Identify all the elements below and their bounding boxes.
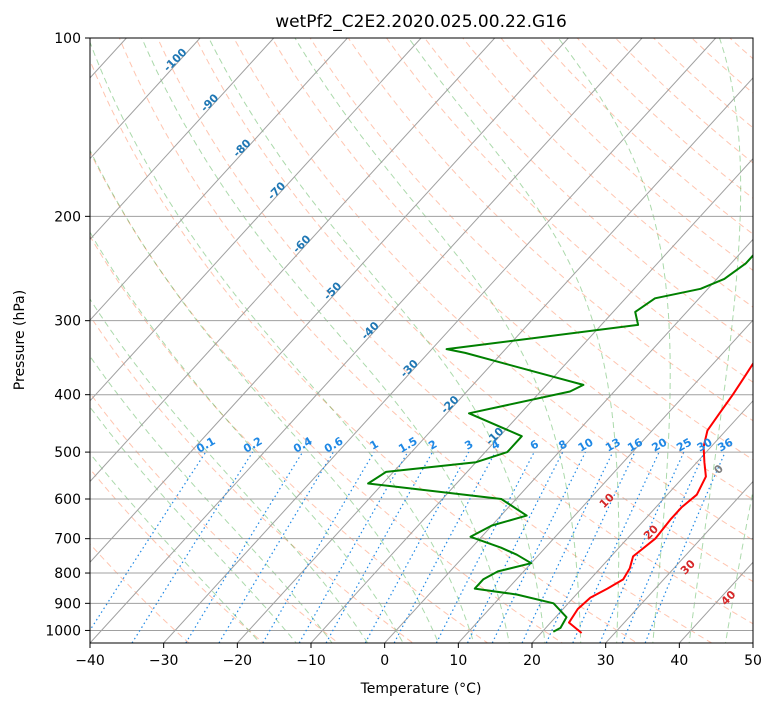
y-tick-label: 600 bbox=[54, 492, 81, 508]
x-axis-title: Temperature (°C) bbox=[360, 681, 482, 697]
x-tick-label: 40 bbox=[670, 653, 688, 669]
x-tick-label: 20 bbox=[523, 653, 541, 669]
y-tick-label: 900 bbox=[54, 596, 81, 612]
x-tick-label: 50 bbox=[744, 653, 762, 669]
x-tick-label: 10 bbox=[449, 653, 467, 669]
y-tick-label: 200 bbox=[54, 209, 81, 225]
x-tick-label: −30 bbox=[149, 653, 179, 669]
y-tick-label: 1000 bbox=[45, 623, 81, 639]
x-tick-label: −40 bbox=[75, 653, 105, 669]
y-tick-label: 400 bbox=[54, 388, 81, 404]
x-tick-label: −20 bbox=[223, 653, 253, 669]
x-tick-label: 30 bbox=[597, 653, 615, 669]
chart-title: wetPf2_C2E2.2020.025.00.22.G16 bbox=[275, 12, 567, 32]
x-tick-label: 0 bbox=[380, 653, 389, 669]
y-tick-label: 500 bbox=[54, 445, 81, 461]
y-axis-title: Pressure (hPa) bbox=[12, 290, 28, 390]
x-tick-label: −10 bbox=[296, 653, 326, 669]
y-tick-label: 800 bbox=[54, 566, 81, 582]
y-tick-label: 300 bbox=[54, 314, 81, 330]
y-tick-label: 700 bbox=[54, 532, 81, 548]
y-tick-label: 100 bbox=[54, 31, 81, 47]
